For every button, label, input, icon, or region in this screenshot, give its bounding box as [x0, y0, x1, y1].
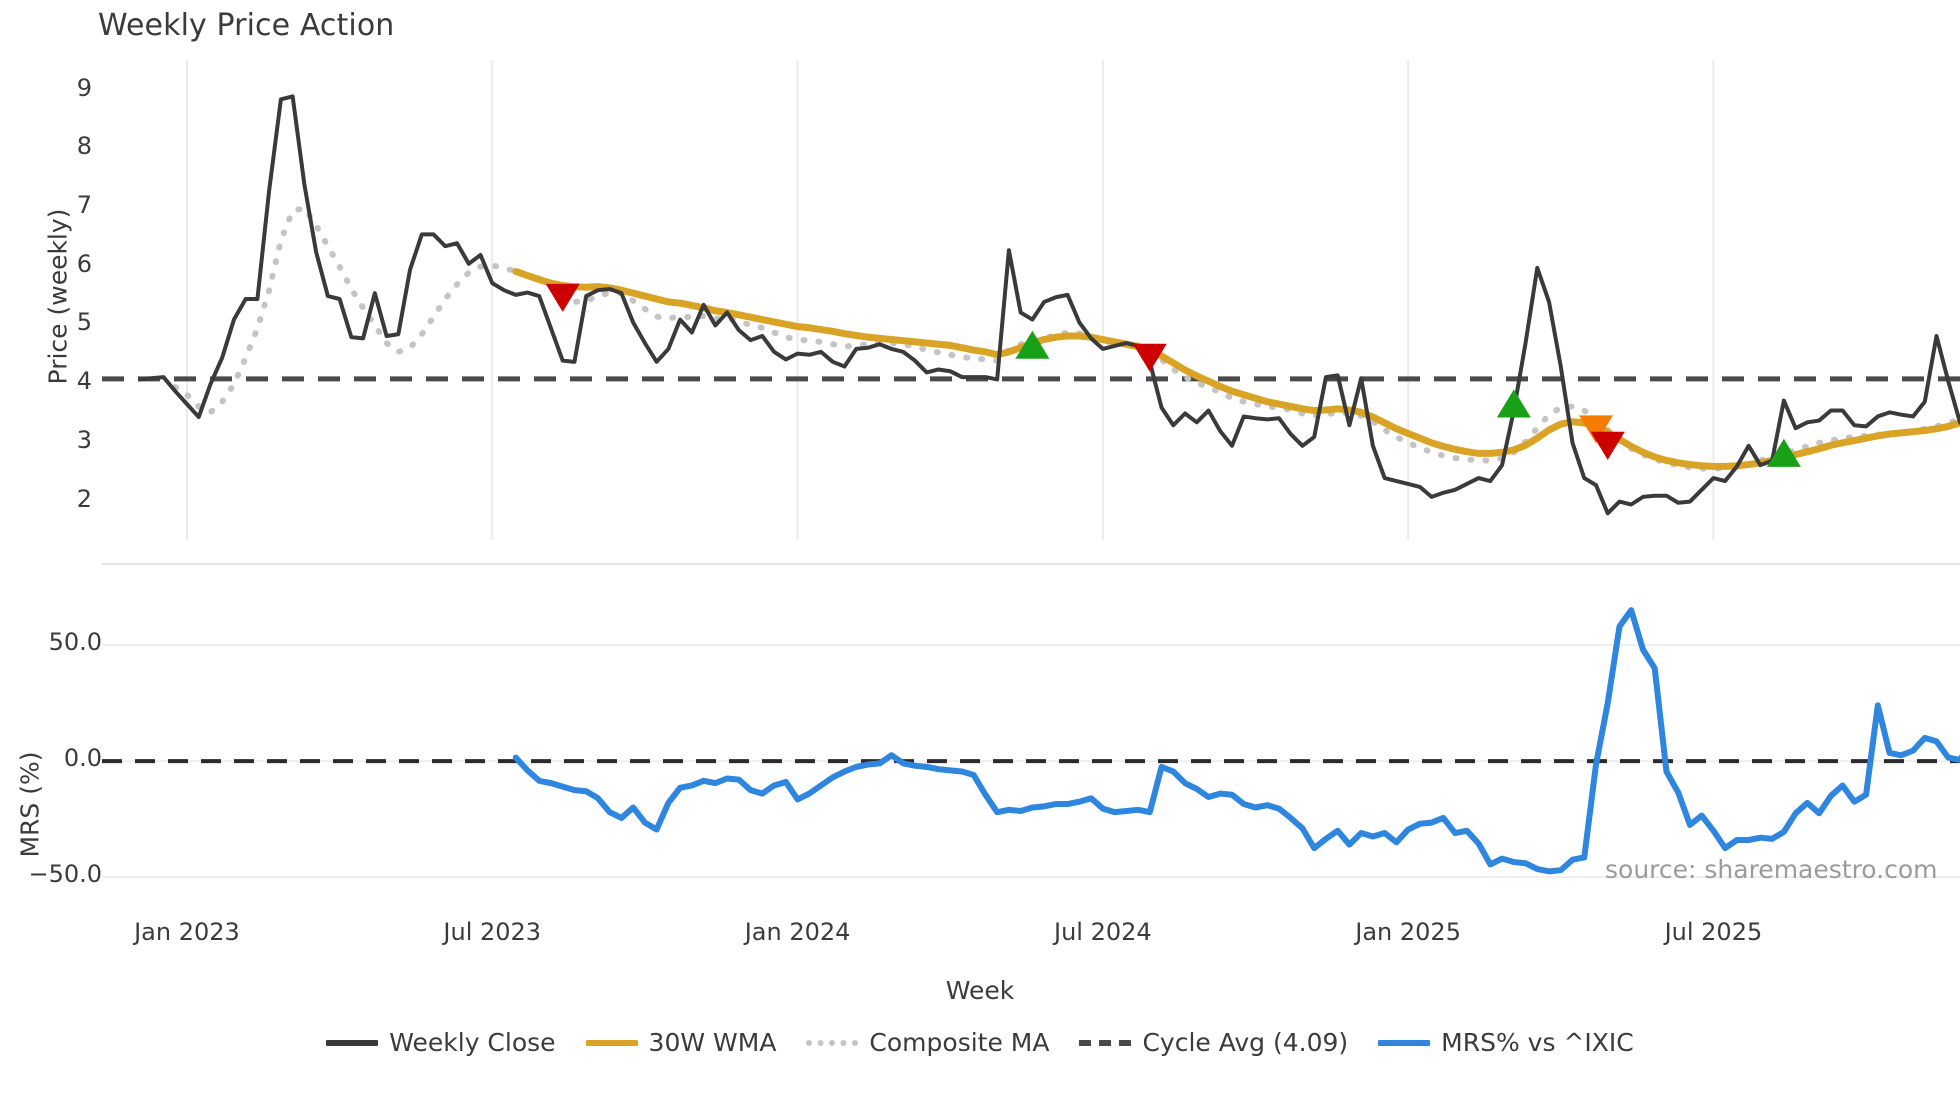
signal-marker-sell-5[interactable]	[1590, 431, 1625, 460]
price-y-tick-2: 7	[76, 190, 92, 219]
x-axis-label: Week	[945, 976, 1015, 1005]
legend-item-30w-wma[interactable]: 30W WMA	[585, 1028, 777, 1057]
legend-swatch-1	[585, 1039, 638, 1046]
legend-swatch-3	[1079, 1039, 1132, 1046]
legend-label-1: 30W WMA	[648, 1028, 777, 1057]
x-tick-1: Jul 2023	[443, 918, 542, 946]
legend-item-mrs-vs-ixic[interactable]: MRS% vs ^IXIC	[1378, 1028, 1634, 1057]
series-line-weekly-close	[138, 94, 1960, 516]
price-y-tick-6: 3	[76, 425, 92, 454]
price-y-tick-1: 8	[76, 132, 92, 161]
legend-label-4: MRS% vs ^IXIC	[1441, 1028, 1634, 1057]
series-line-30w-wma	[512, 267, 1960, 470]
legend-item-weekly-close[interactable]: Weekly Close	[326, 1028, 556, 1057]
legend-label-2: Composite MA	[869, 1028, 1050, 1057]
price-y-tick-7: 2	[76, 484, 92, 513]
x-tick-0: Jan 2023	[134, 918, 240, 946]
price-y-tick-4: 5	[76, 308, 92, 337]
signal-marker-sell-2[interactable]	[1132, 343, 1167, 372]
x-tick-3: Jul 2024	[1053, 918, 1152, 946]
legend-label-0: Weekly Close	[389, 1028, 556, 1057]
legend-swatch-0	[326, 1039, 379, 1046]
legend-item-composite-ma[interactable]: Composite MA	[806, 1028, 1049, 1057]
signal-marker-caution-4[interactable]	[1579, 415, 1613, 444]
signal-marker-buy-3[interactable]	[1496, 389, 1531, 418]
price-y-tick-5: 4	[76, 367, 92, 396]
mrs-y-tick-0: 50.0	[48, 628, 102, 656]
signal-marker-buy-1[interactable]	[1015, 330, 1050, 359]
legend-swatch-2	[806, 1039, 859, 1046]
signal-marker-buy-6[interactable]	[1766, 438, 1801, 467]
price-y-tick-0: 9	[76, 73, 92, 102]
price-y-tick-3: 6	[76, 249, 92, 278]
signal-marker-sell-0[interactable]	[545, 283, 580, 312]
source-watermark: source: sharemaestro.com	[1605, 855, 1938, 884]
legend-label-3: Cycle Avg (4.09)	[1142, 1028, 1349, 1057]
chart-legend: Weekly Close 30W WMA Composite MA Cycle Avg…	[0, 1028, 1960, 1057]
page-title: Weekly Price Action	[98, 8, 395, 43]
legend-swatch-4	[1378, 1039, 1431, 1046]
x-tick-5: Jul 2025	[1664, 918, 1763, 946]
x-tick-4: Jan 2025	[1355, 918, 1461, 946]
legend-item-cycle-avg-4-09-[interactable]: Cycle Avg (4.09)	[1079, 1028, 1348, 1057]
mrs-y-tick-2: −50.0	[28, 860, 102, 889]
x-tick-2: Jan 2024	[744, 918, 851, 946]
series-line-mrs-pct-vs-ixic	[512, 607, 1960, 875]
mrs-y-tick-1: 0.0	[63, 744, 102, 773]
